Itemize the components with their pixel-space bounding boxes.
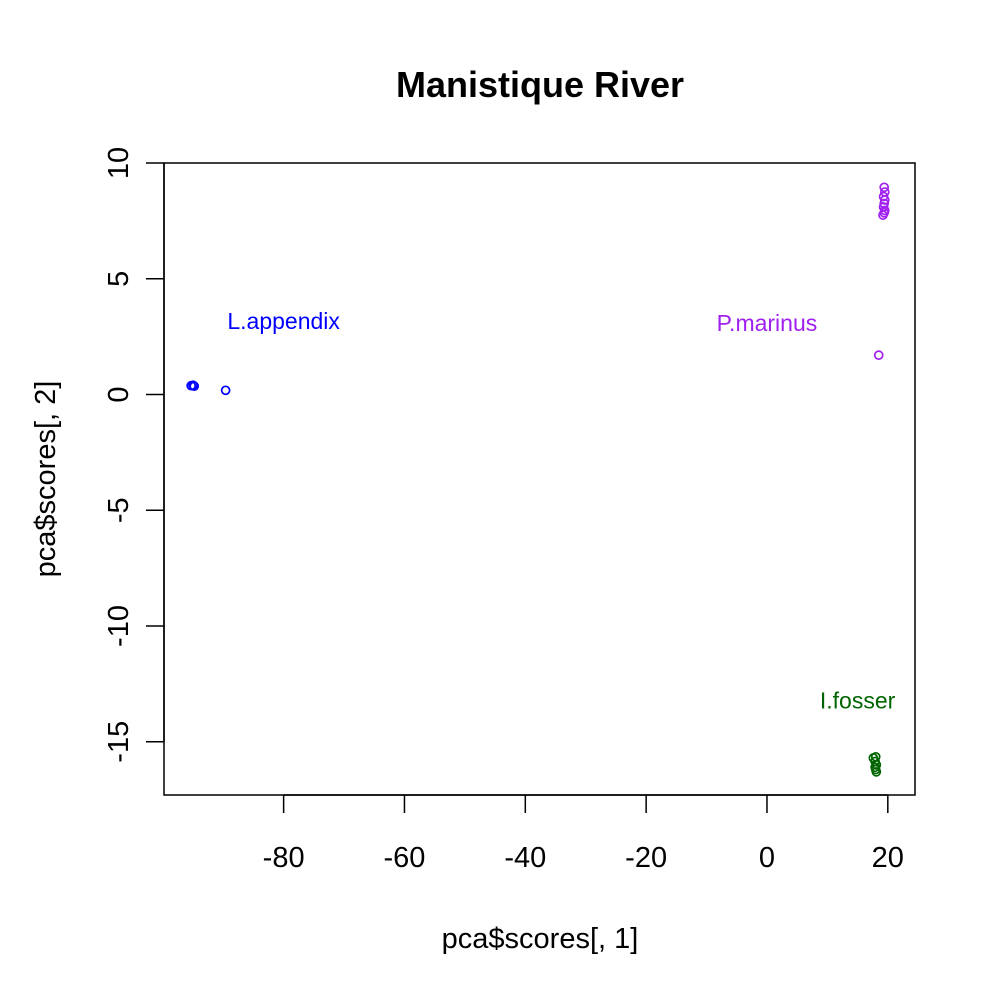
y-axis-title: pca$scores[, 2] <box>30 381 62 578</box>
data-point <box>873 350 884 360</box>
data-point <box>189 381 200 392</box>
y-tick-label: 10 <box>103 147 135 179</box>
x-tick-label: -40 <box>504 842 546 874</box>
data-point <box>220 385 231 396</box>
data-point <box>879 195 890 205</box>
x-tick-label: -60 <box>384 842 426 874</box>
x-tick-label: -80 <box>263 842 305 874</box>
series-annotation-label: L.appendix <box>227 308 340 334</box>
data-point <box>878 210 888 220</box>
series-annotation-label: P.marinus <box>717 310 818 336</box>
x-tick-label: 20 <box>872 842 904 874</box>
x-tick-label: -20 <box>625 842 667 874</box>
y-tick-label: -5 <box>103 497 135 523</box>
chart-title: Manistique River <box>396 64 684 105</box>
data-point <box>871 766 882 777</box>
data-point <box>879 198 890 209</box>
x-axis: -80 -60 -40 -20 0 20 <box>263 794 904 874</box>
y-tick-label: -15 <box>103 721 135 763</box>
x-axis-title: pca$scores[, 1] <box>442 923 639 955</box>
data-point <box>879 182 890 193</box>
annotations: L.appendix P.marinus I.fosser <box>227 308 895 714</box>
y-tick-label: 0 <box>103 386 135 402</box>
y-tick-label: 5 <box>103 271 135 287</box>
y-tick-label: -10 <box>103 605 135 647</box>
series-annotation-label: I.fosser <box>820 687 896 713</box>
data-points <box>186 182 890 777</box>
y-axis: -15 -10 -5 0 5 10 <box>103 147 165 763</box>
plot-frame <box>163 162 916 796</box>
x-tick-label: 0 <box>759 842 775 874</box>
